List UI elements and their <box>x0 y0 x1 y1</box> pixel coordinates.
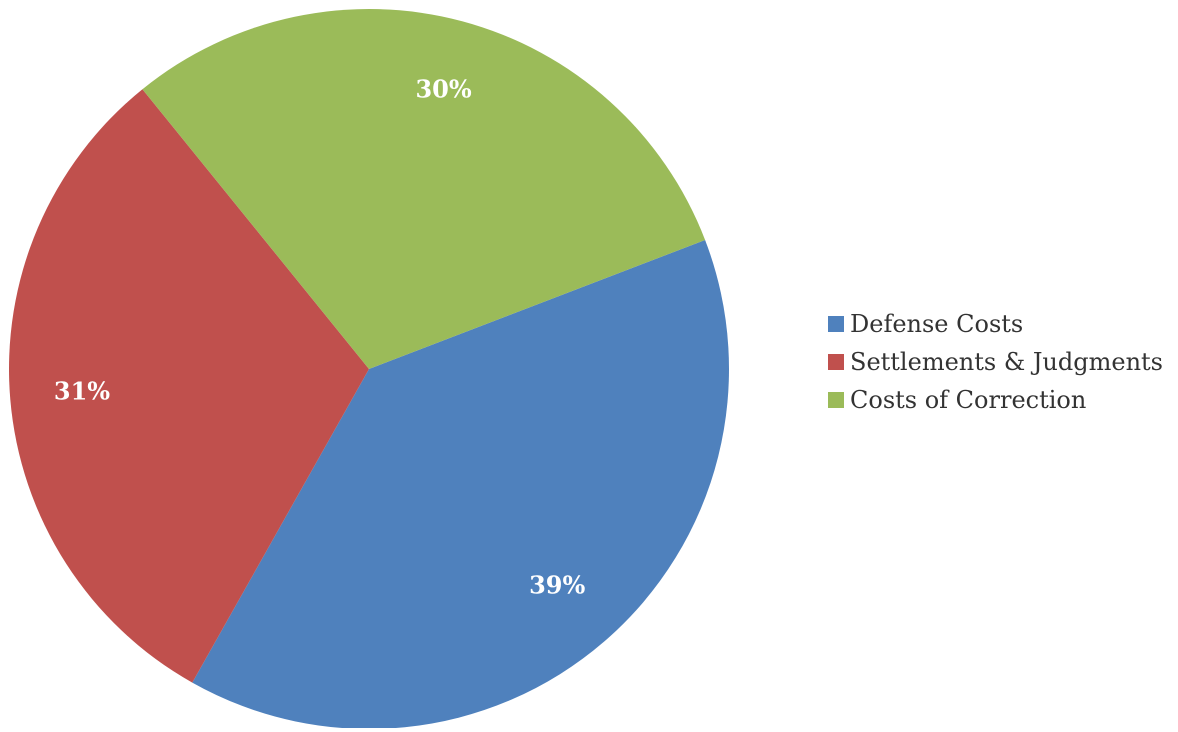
legend-swatch-settlements-judgments <box>828 354 844 370</box>
legend-item-costs-of-correction: Costs of Correction <box>828 381 1163 419</box>
legend-swatch-defense-costs <box>828 316 844 332</box>
legend: Defense Costs Settlements & Judgments Co… <box>828 305 1163 419</box>
legend-label-settlements-judgments: Settlements & Judgments <box>850 348 1163 376</box>
legend-item-defense-costs: Defense Costs <box>828 305 1163 343</box>
data-label-costs-of-correction: 30% <box>415 74 471 103</box>
pie-slice-costs-of-correction <box>142 9 706 370</box>
pie-data-labels: 39% 31% 30% <box>54 74 586 599</box>
pie-slice-defense-costs <box>192 239 729 730</box>
pie-slices <box>9 9 729 730</box>
legend-label-costs-of-correction: Costs of Correction <box>850 386 1087 414</box>
data-label-defense-costs: 39% <box>529 571 585 600</box>
legend-label-defense-costs: Defense Costs <box>850 310 1024 338</box>
legend-swatch-costs-of-correction <box>828 392 844 408</box>
legend-item-settlements-judgments: Settlements & Judgments <box>828 343 1163 381</box>
data-label-settlements-judgments: 31% <box>54 377 110 406</box>
pie-slice-settlements-judgments <box>9 89 370 683</box>
